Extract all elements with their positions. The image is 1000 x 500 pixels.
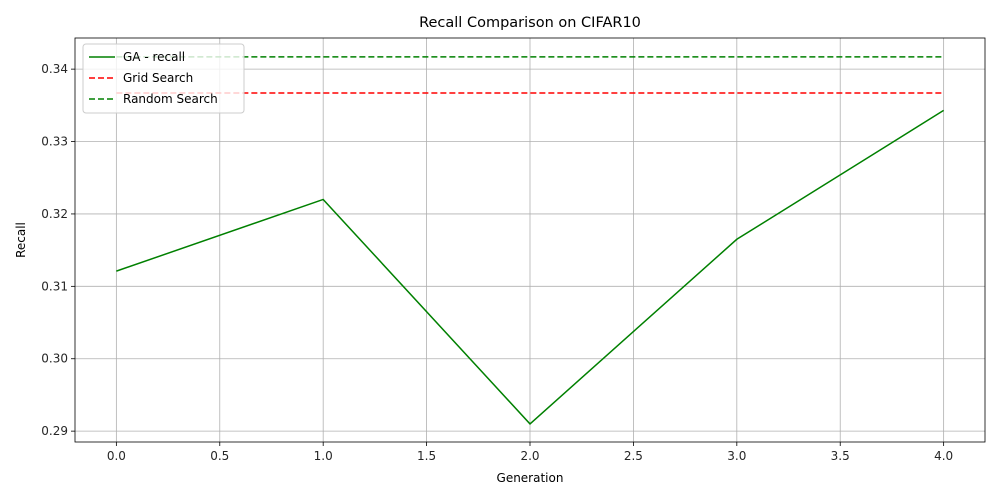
y-tick-label: 0.32 (41, 207, 68, 221)
x-tick-label: 0.5 (210, 449, 229, 463)
x-tick-label: 3.0 (727, 449, 746, 463)
axis-ticks: 0.0 0.5 1.0 1.5 2.0 2.5 3.0 3.5 4.0 0.29 0.30 0.31 0… (41, 62, 953, 463)
x-tick-label: 3.5 (831, 449, 850, 463)
y-axis-title: Recall (14, 222, 28, 258)
y-tick-label: 0.34 (41, 62, 68, 76)
y-tick-label: 0.30 (41, 352, 68, 366)
legend-label: Grid Search (123, 71, 193, 85)
y-tick-label: 0.29 (41, 424, 68, 438)
x-tick-label: 2.5 (624, 449, 643, 463)
chart-title: Recall Comparison on CIFAR10 (419, 15, 641, 31)
x-tick-label: 4.0 (934, 449, 953, 463)
x-tick-label: 2.0 (520, 449, 539, 463)
y-tick-label: 0.33 (41, 135, 68, 149)
y-tick-label: 0.31 (41, 279, 68, 293)
series-line-0 (116, 109, 945, 425)
legend-box (82, 43, 245, 114)
legend-label: Random Search (123, 92, 218, 106)
legend: GA - recall Grid Search Random Search (82, 43, 245, 114)
legend-label: GA - recall (123, 50, 185, 64)
grid (75, 38, 985, 442)
x-tick-label: 0.0 (107, 449, 126, 463)
x-tick-label: 1.0 (314, 449, 333, 463)
x-tick-label: 1.5 (417, 449, 436, 463)
x-axis-title: Generation (497, 471, 564, 485)
plot-series (116, 56, 945, 425)
